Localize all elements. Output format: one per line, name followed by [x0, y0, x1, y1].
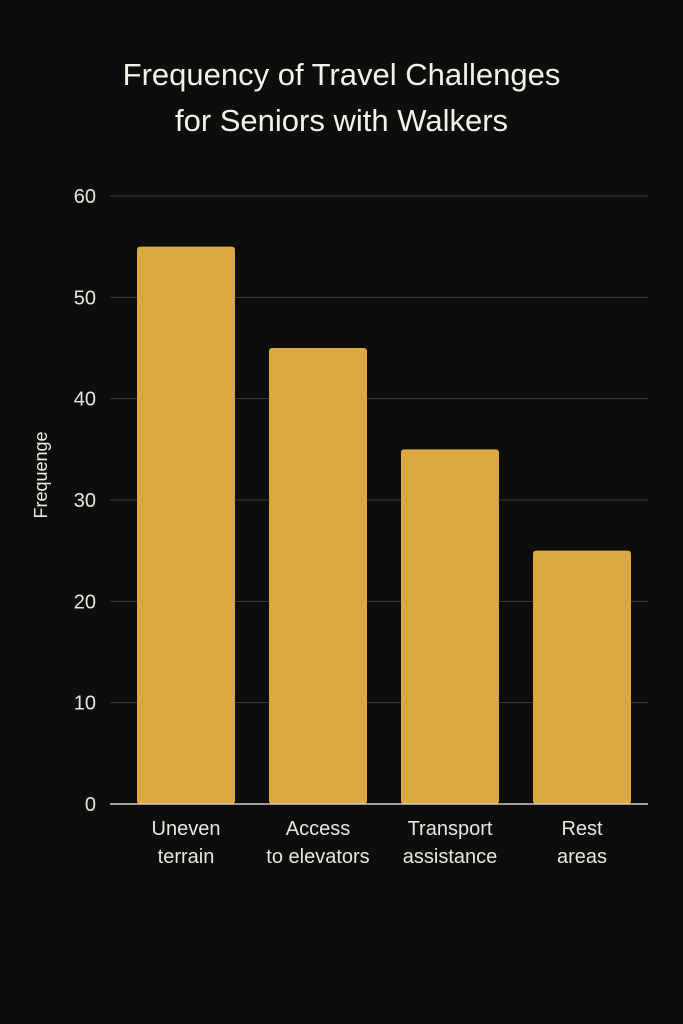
bars	[137, 246, 631, 804]
x-category-label: Rest	[561, 818, 603, 840]
y-tick-label: 30	[74, 490, 96, 512]
x-category-label: Uneven	[152, 818, 221, 840]
y-tick-label: 20	[74, 591, 96, 613]
bar	[533, 550, 631, 804]
y-tick-label: 40	[74, 389, 96, 411]
y-tick-label: 60	[74, 186, 96, 208]
x-category-label: Transport	[408, 818, 493, 840]
x-axis-categories: Uneven terrain Access to elevators Transport…	[152, 818, 607, 868]
bar	[269, 348, 367, 804]
x-category-label: assistance	[403, 846, 498, 868]
x-category-label: to elevators	[266, 846, 369, 868]
bar	[401, 449, 499, 804]
y-tick-label: 10	[74, 693, 96, 715]
x-category-label: areas	[557, 846, 607, 868]
chart-title: Frequency of Travel Challenges for Senio…	[0, 52, 683, 144]
x-category-label: Access	[286, 818, 350, 840]
x-category-label: terrain	[158, 846, 215, 868]
chart-title-line-2: for Seniors with Walkers	[174, 103, 509, 138]
y-axis-ticks: 0 10 20 30 40 50 60	[74, 186, 96, 816]
bar	[137, 246, 235, 804]
chart-title-line-1: Frequency of Travel Challenges	[122, 57, 561, 92]
y-tick-label: 50	[74, 287, 96, 309]
y-axis-label: Frequenge	[31, 431, 51, 518]
y-tick-label: 0	[85, 794, 96, 816]
